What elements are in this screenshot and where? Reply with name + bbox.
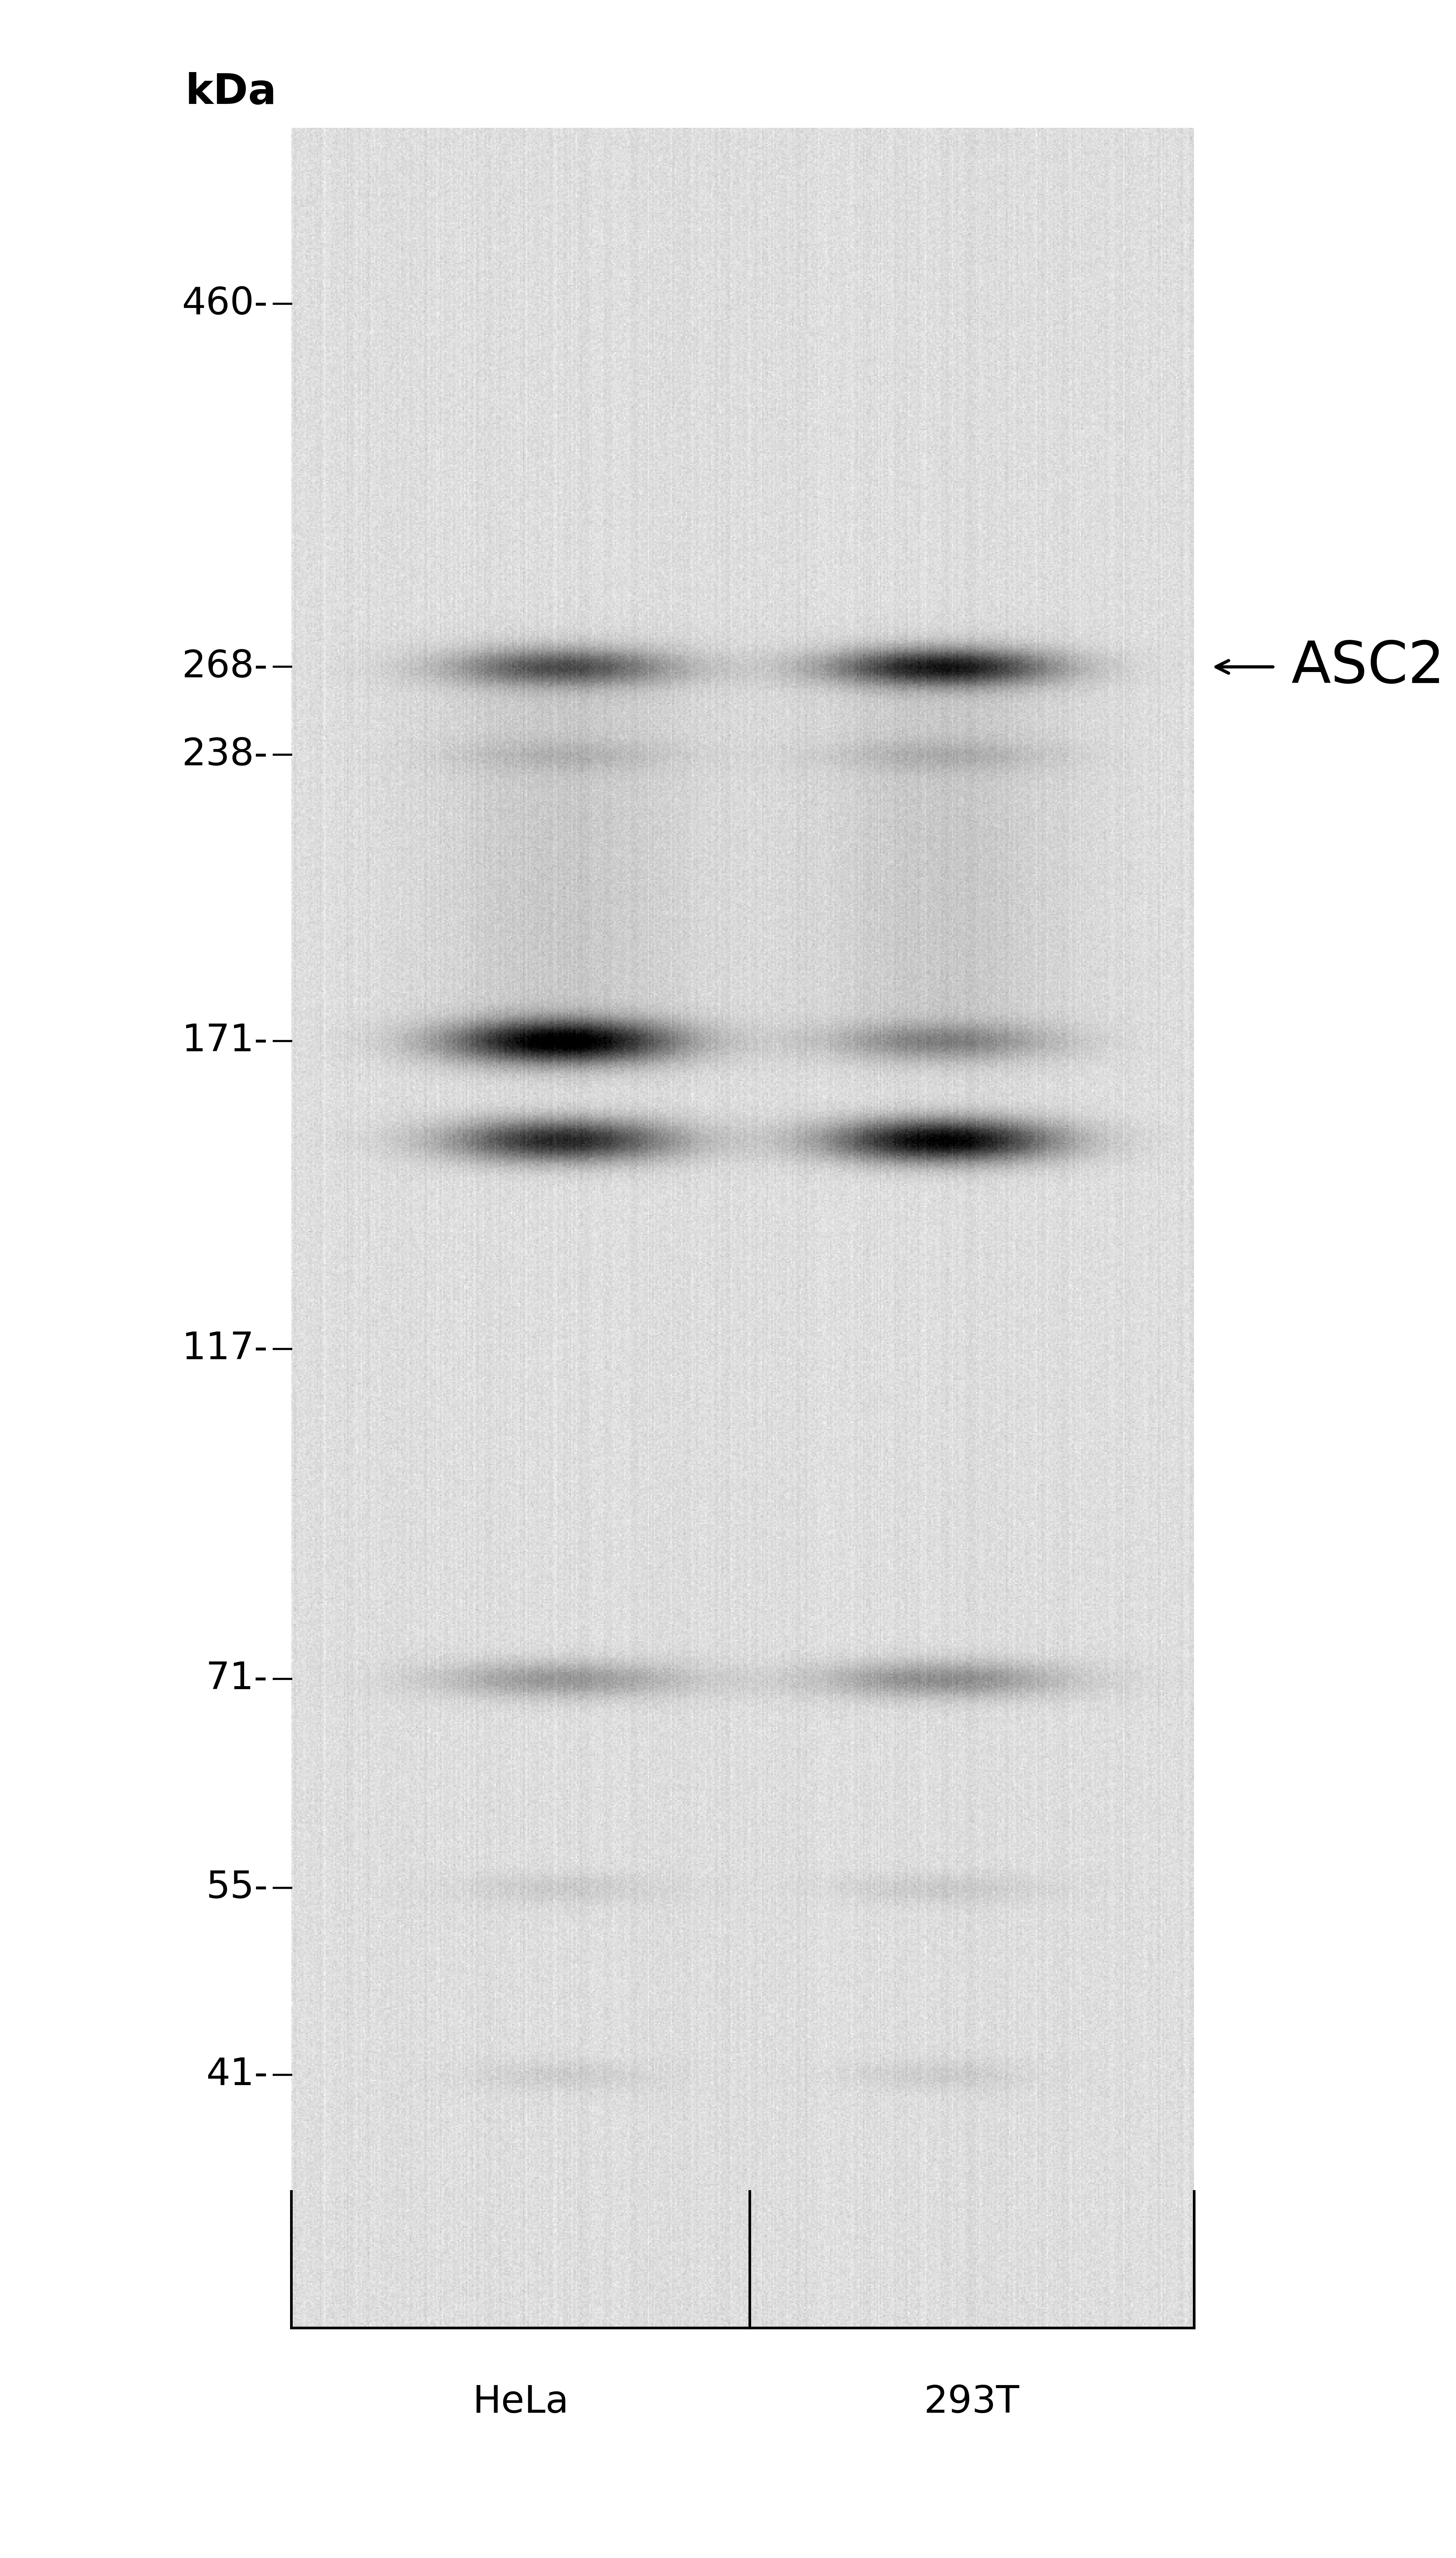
Text: ASC2: ASC2 [1291,640,1446,696]
Text: 460-: 460- [182,286,268,322]
Text: 71-: 71- [205,1660,268,1696]
Text: 41-: 41- [205,2057,268,2092]
Text: 238-: 238- [182,737,268,773]
Text: HeLa: HeLa [472,2384,569,2420]
Text: 171-: 171- [182,1023,268,1059]
Text: 293T: 293T [925,2384,1019,2420]
Text: 268-: 268- [182,650,268,686]
Text: 55-: 55- [205,1870,268,1906]
Text: kDa: kDa [185,72,277,113]
Text: 117-: 117- [182,1330,268,1366]
